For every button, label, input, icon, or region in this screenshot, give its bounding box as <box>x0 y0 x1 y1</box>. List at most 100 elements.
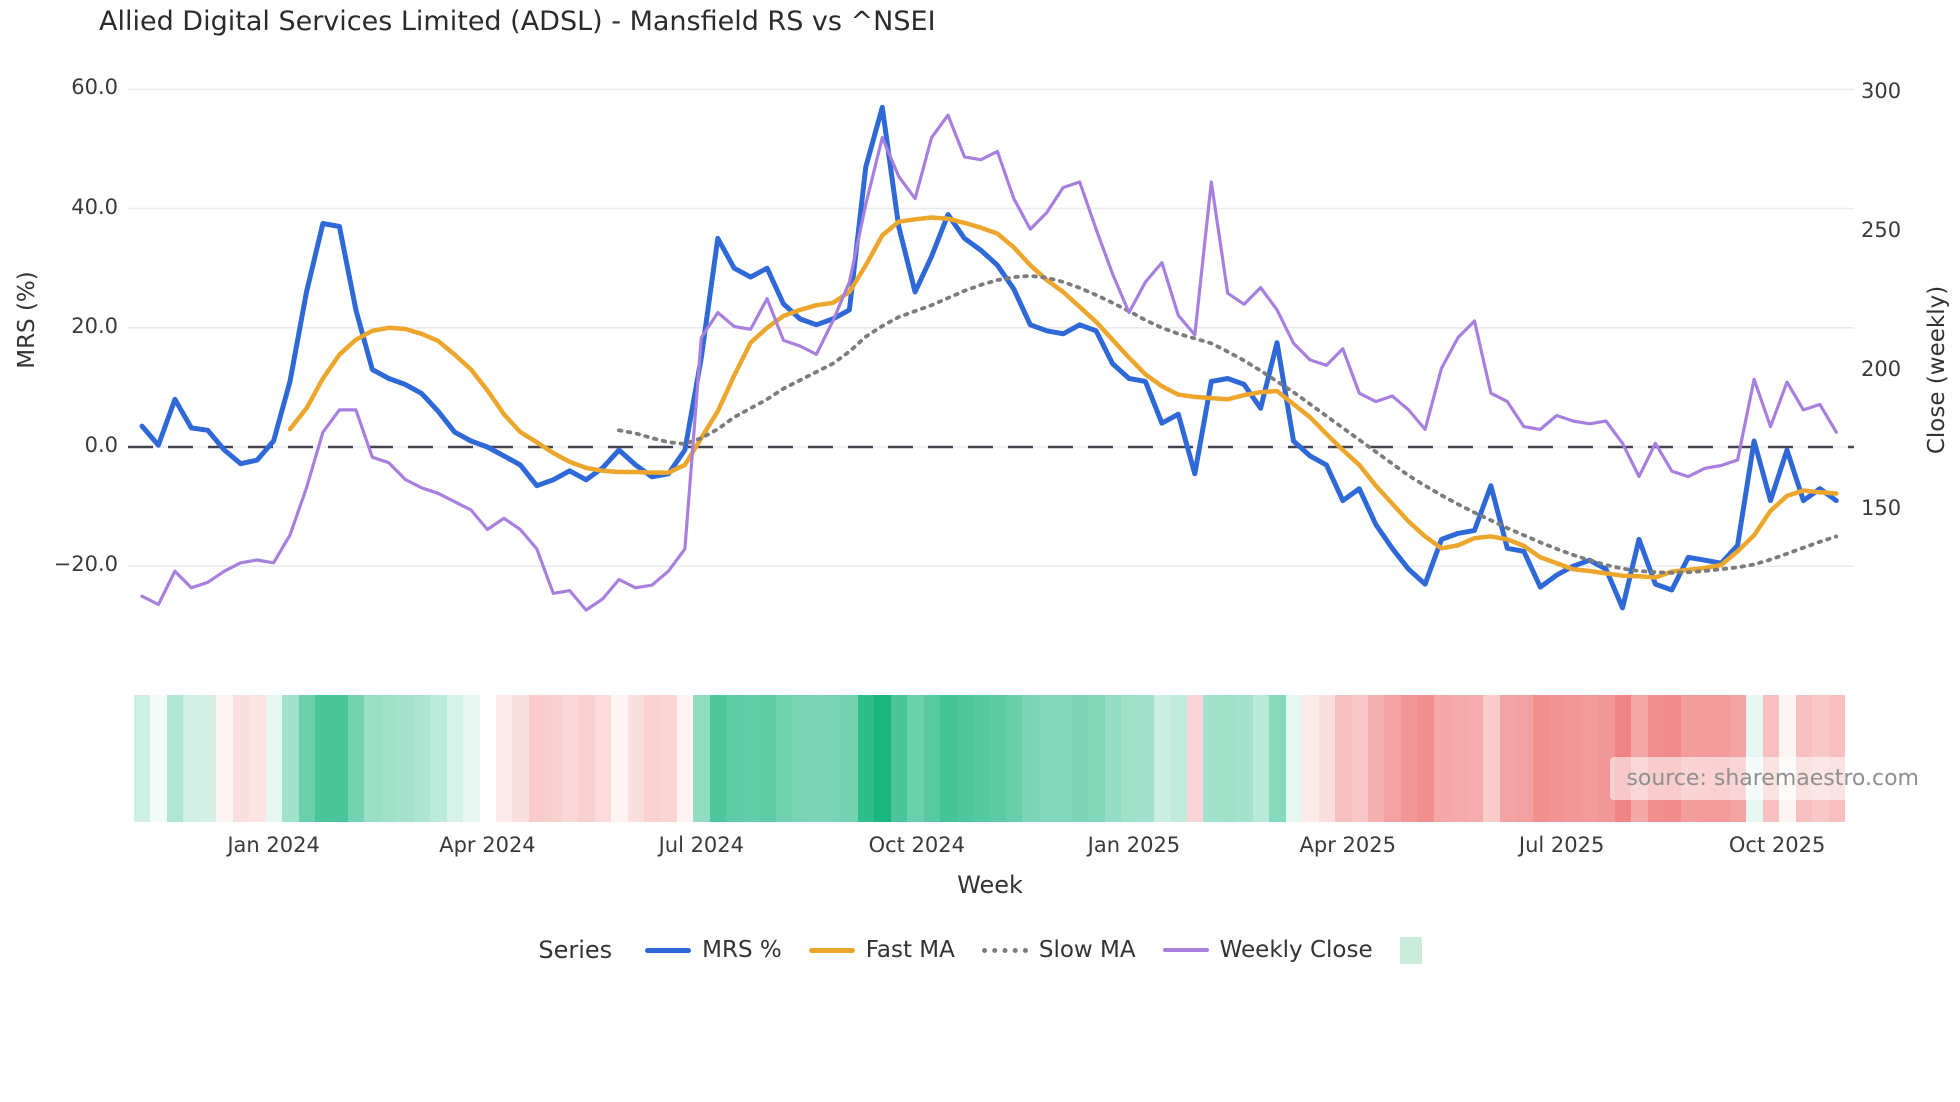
heatmap-stripe <box>775 695 793 822</box>
legend-fast-ma-label: Fast MA <box>865 937 955 963</box>
heatmap-stripe <box>1285 695 1303 822</box>
heatmap-stripe <box>890 695 908 822</box>
right-axis-tick: 150 <box>1861 496 1902 520</box>
heatmap-stripe <box>1022 695 1039 822</box>
x-axis-tick: Apr 2025 <box>1299 833 1397 857</box>
legend-weekly-close: Weekly Close <box>1162 937 1373 963</box>
heatmap-stripe <box>693 695 710 822</box>
heatmap-stripe <box>1088 695 1105 822</box>
heatmap-stripe <box>561 695 579 822</box>
x-axis-title: Week <box>957 871 1023 899</box>
heatmap-stripe <box>1400 695 1418 822</box>
heatmap-stripe <box>545 695 562 822</box>
heatmap-stripe <box>512 695 529 822</box>
heatmap-stripe <box>907 695 924 822</box>
heatmap-stripe <box>644 695 661 822</box>
legend-weekly-close-swatch <box>1162 948 1209 952</box>
left-axis-title: MRS (%) <box>14 271 40 369</box>
heatmap-stripe <box>874 695 891 822</box>
heatmap-stripe <box>923 695 941 822</box>
heatmap-stripe <box>446 695 464 822</box>
heatmap-stripe <box>479 695 496 822</box>
left-axis-tick: 0.0 <box>84 433 118 457</box>
fast-ma-line <box>287 215 1839 580</box>
heatmap-stripe <box>825 695 842 822</box>
slow-ma-line <box>617 274 1839 575</box>
heatmap-stripe <box>364 695 381 822</box>
heatmap-stripe <box>1367 695 1385 822</box>
heatmap-stripe <box>1219 695 1237 822</box>
right-axis-tick: 200 <box>1861 357 1902 381</box>
heatmap-stripe <box>1187 695 1204 822</box>
heatmap-stripe <box>528 695 546 822</box>
legend-fast-ma-swatch <box>808 947 855 953</box>
heatmap-stripe <box>578 695 595 822</box>
heatmap-stripe <box>1335 695 1352 822</box>
heatmap-stripe <box>1581 695 1599 822</box>
heatmap-stripe <box>463 695 480 822</box>
heatmap-stripe <box>397 695 414 822</box>
legend-mrs-: MRS % <box>645 937 782 963</box>
heatmap-stripe <box>1499 695 1517 822</box>
x-axis-tick: Jan 2024 <box>227 833 320 857</box>
heatmap-stripe <box>1516 695 1533 822</box>
heatmap-stripe <box>1433 695 1451 822</box>
heatmap-stripe <box>1302 695 1319 822</box>
heatmap-stripe <box>989 695 1007 822</box>
legend-slow-ma-label: Slow MA <box>1038 937 1136 963</box>
heatmap-stripe <box>1121 695 1138 822</box>
heatmap-stripe <box>1417 695 1434 822</box>
heatmap-stripe <box>627 695 645 822</box>
heatmap-stripe <box>841 695 858 822</box>
heatmap-stripe <box>956 695 974 822</box>
chart-title: Allied Digital Services Limited (ADSL) -… <box>99 6 936 37</box>
heatmap-stripe <box>298 695 315 822</box>
heatmap-stripe <box>249 695 266 822</box>
heatmap-stripe <box>594 695 612 822</box>
heatmap-stripe <box>1203 695 1220 822</box>
chart-legend: Series MRS % Fast MA Slow MA Weekly Close <box>0 936 1960 964</box>
mrs--line <box>139 104 1839 611</box>
weekly-close-line <box>140 113 1838 612</box>
right-axis-tick: 250 <box>1861 218 1902 242</box>
right-axis-title: Close (weekly) <box>1924 285 1950 455</box>
left-axis-tick: 20.0 <box>71 313 118 338</box>
heatmap-stripe <box>1466 695 1484 822</box>
heatmap-stripe <box>183 695 200 822</box>
heatmap-stripe <box>495 695 513 822</box>
heatmap-stripe <box>166 695 184 822</box>
heatmap-stripe <box>150 695 167 822</box>
heatmap-stripe <box>742 695 760 822</box>
heatmap-stripe <box>660 695 677 822</box>
x-axis-tick: Jul 2025 <box>1518 833 1605 857</box>
heatmap-stripe <box>232 695 250 822</box>
heatmap-stripe <box>1104 695 1122 822</box>
legend-heatmap-patch <box>1399 936 1422 964</box>
x-axis-tick: Jan 2025 <box>1087 833 1181 857</box>
legend-title: Series <box>538 936 613 964</box>
heatmap-stripe <box>1071 695 1089 822</box>
heatmap-stripe <box>792 695 809 822</box>
x-axis-tick: Apr 2024 <box>439 833 536 857</box>
x-axis-tick: Oct 2025 <box>1728 833 1826 857</box>
heatmap-stripe <box>1318 695 1336 822</box>
heatmap-stripe <box>709 695 727 822</box>
x-axis-tick: Jul 2024 <box>658 833 745 857</box>
heatmap-stripe <box>199 695 217 822</box>
heatmap-stripe <box>314 695 332 822</box>
heatmap-stripe <box>857 695 875 822</box>
heatmap-stripe <box>1137 695 1155 822</box>
heatmap-stripe <box>380 695 398 822</box>
heatmap-stripe <box>265 695 283 822</box>
heatmap-stripe <box>1252 695 1270 822</box>
heatmap-stripe <box>1548 695 1566 822</box>
heatmap-stripe <box>1483 695 1500 822</box>
heatmap-stripe <box>1351 695 1368 822</box>
heatmap-stripe <box>1269 695 1286 822</box>
heatmap-stripe <box>1236 695 1253 822</box>
heatmap-stripe <box>808 695 826 822</box>
heatmap-stripe <box>430 695 447 822</box>
heatmap-stripe <box>216 695 233 822</box>
left-axis-tick: −20.0 <box>53 552 118 577</box>
heatmap-stripe <box>1006 695 1023 822</box>
